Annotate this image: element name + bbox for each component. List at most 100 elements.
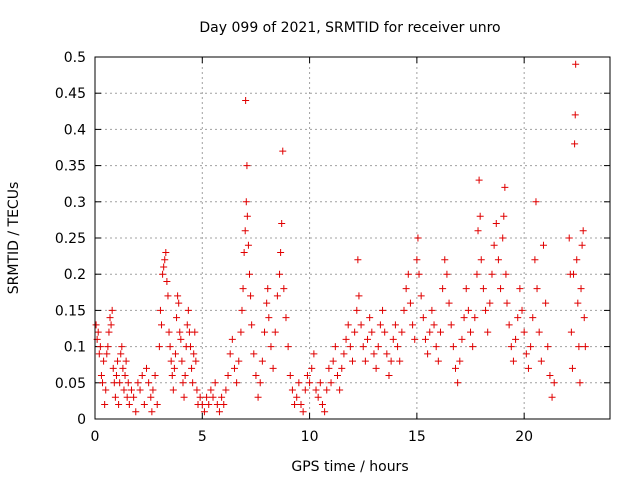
- data-point: [238, 306, 246, 314]
- data-point: [175, 299, 183, 307]
- data-point: [235, 357, 243, 365]
- data-point: [577, 285, 585, 293]
- data-point: [310, 350, 318, 358]
- data-point: [191, 328, 199, 336]
- data-point: [112, 372, 120, 380]
- data-point: [168, 372, 176, 380]
- data-point: [243, 212, 251, 220]
- data-point: [239, 285, 247, 293]
- data-point: [161, 256, 169, 264]
- data-point: [102, 386, 110, 394]
- data-point: [349, 357, 356, 365]
- data-point: [402, 285, 410, 293]
- data-point: [279, 147, 287, 155]
- data-point: [97, 372, 105, 380]
- data-point: [572, 60, 580, 68]
- data-point: [242, 198, 250, 206]
- plot-frame: [94, 56, 611, 420]
- data-point: [570, 270, 578, 278]
- y-tick-label: 0.4: [64, 122, 86, 138]
- data-point: [439, 285, 447, 293]
- data-point: [409, 321, 417, 329]
- y-tick-label: 0.3: [64, 195, 86, 211]
- y-tick-label: 0.35: [55, 159, 86, 175]
- data-point: [149, 386, 157, 394]
- x-tick-label: 20: [515, 429, 533, 445]
- data-point: [411, 335, 419, 343]
- y-tick-label: 0.5: [64, 50, 86, 66]
- data-point: [109, 364, 117, 372]
- data-point: [419, 314, 427, 322]
- data-point: [475, 176, 483, 184]
- x-tick-label: 0: [91, 429, 100, 445]
- data-point: [218, 393, 226, 401]
- data-point: [575, 343, 583, 351]
- data-point: [490, 241, 498, 249]
- data-point: [254, 393, 262, 401]
- data-point: [246, 270, 253, 278]
- data-point: [165, 328, 173, 336]
- data-point: [353, 306, 361, 314]
- data-point: [189, 379, 197, 387]
- data-point: [351, 328, 359, 336]
- data-point: [539, 241, 547, 249]
- data-point: [247, 292, 255, 300]
- y-tick-label: 0.25: [55, 231, 86, 247]
- data-point: [284, 343, 292, 351]
- data-point: [103, 350, 111, 358]
- data-point: [94, 328, 102, 336]
- data-point: [546, 372, 554, 380]
- data-point: [273, 292, 281, 300]
- data-point: [160, 263, 168, 271]
- data-point: [122, 357, 130, 365]
- data-point: [293, 393, 301, 401]
- data-point: [276, 270, 284, 278]
- data-point: [398, 328, 406, 336]
- data-point: [158, 321, 166, 329]
- data-point: [346, 343, 354, 351]
- data-point: [499, 234, 507, 242]
- data-point: [344, 321, 352, 329]
- data-point: [580, 314, 588, 322]
- data-point: [476, 212, 484, 220]
- data-point: [452, 364, 459, 372]
- data-point: [203, 393, 211, 401]
- data-point: [140, 401, 148, 409]
- data-point: [114, 357, 122, 365]
- data-point: [488, 270, 496, 278]
- data-point: [159, 270, 167, 278]
- data-point: [181, 372, 189, 380]
- data-point: [180, 393, 188, 401]
- data-point: [312, 386, 320, 394]
- data-point: [148, 408, 156, 416]
- data-point: [263, 299, 271, 307]
- data-point: [385, 372, 393, 380]
- data-point: [509, 357, 517, 365]
- data-point: [241, 227, 249, 235]
- data-point: [95, 350, 103, 358]
- data-point: [383, 350, 391, 358]
- data-point: [501, 183, 509, 191]
- data-point: [387, 357, 395, 365]
- data-point: [136, 386, 144, 394]
- data-point: [381, 328, 389, 336]
- data-point: [414, 234, 422, 242]
- data-point: [568, 364, 576, 372]
- data-point: [424, 350, 432, 358]
- data-point: [331, 343, 339, 351]
- data-point: [107, 321, 115, 329]
- data-point: [184, 306, 192, 314]
- data-point: [404, 270, 412, 278]
- data-point: [123, 393, 131, 401]
- data-point: [323, 386, 331, 394]
- data-point: [244, 241, 252, 249]
- data-point: [361, 357, 369, 365]
- data-point: [520, 328, 528, 336]
- data-point: [163, 277, 171, 285]
- data-point: [571, 111, 579, 119]
- data-point: [105, 328, 113, 336]
- data-point: [264, 285, 272, 293]
- chart-title: Day 099 of 2021, SRMTID for receiver unr…: [199, 20, 500, 36]
- data-point: [240, 248, 248, 256]
